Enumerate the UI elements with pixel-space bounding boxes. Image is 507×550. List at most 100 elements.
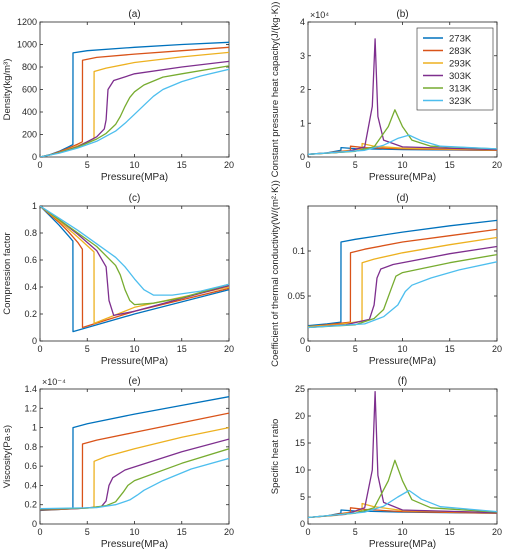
y-tick-label: 200: [22, 130, 37, 140]
x-tick-label: 15: [445, 527, 455, 537]
y-exponent-label: ×10⁻⁴: [42, 377, 66, 387]
x-tick-label: 15: [177, 527, 187, 537]
y-tick-label: 0.2: [24, 500, 37, 510]
y-tick-label: 800: [22, 62, 37, 72]
y-tick-label: 0: [300, 336, 305, 346]
series-group: [308, 38, 497, 155]
series-line-313K: [308, 253, 497, 329]
series-group: [40, 206, 229, 333]
x-tick-label: 20: [492, 527, 502, 537]
x-tick-label: 20: [224, 160, 234, 170]
x-tick-label: 15: [177, 160, 187, 170]
series-group: [40, 41, 229, 157]
y-tick-label: 0.4: [24, 480, 37, 490]
x-tick-label: 15: [445, 160, 455, 170]
y-tick-label: 3: [300, 51, 305, 61]
y-tick-label: 1000: [17, 40, 37, 50]
x-tick-label: 5: [85, 344, 90, 354]
chart-title: (d): [396, 193, 408, 204]
x-tick-label: 20: [492, 344, 502, 354]
y-tick-label: 400: [22, 107, 37, 117]
x-tick-label: 10: [129, 527, 139, 537]
y-tick-label: 0: [300, 152, 305, 162]
x-tick-label: 20: [224, 527, 234, 537]
legend-entry: 293K: [449, 59, 472, 70]
y-tick-label: 600: [22, 85, 37, 95]
y-tick-label: 1.4: [24, 384, 37, 394]
series-line-303K: [308, 38, 497, 155]
legend-entry: 313K: [449, 84, 472, 95]
series-group: [40, 396, 229, 512]
y-tick-label: 0.4: [24, 282, 37, 292]
y-tick-label: 0.6: [24, 255, 37, 265]
y-axis-label: Coefficient of thermal conductivity(W/(m…: [270, 180, 281, 367]
x-tick-label: 0: [37, 344, 42, 354]
series-line-323K: [308, 261, 497, 329]
chart-title: (c): [129, 193, 141, 204]
x-axis-label: Pressure(MPa): [369, 356, 436, 367]
x-tick-label: 20: [224, 344, 234, 354]
legend-entry: 273K: [449, 34, 472, 45]
x-axis-label: Pressure(MPa): [101, 172, 168, 183]
y-tick-label: 4: [300, 17, 305, 27]
legend-entry: 303K: [449, 71, 472, 82]
x-tick-label: 0: [305, 527, 310, 537]
series-line-283K: [40, 206, 229, 329]
y-tick-label: 2: [300, 85, 305, 95]
x-tick-label: 15: [177, 344, 187, 354]
legend-entry: 323K: [449, 96, 472, 107]
y-tick-label: 0.8: [24, 442, 37, 452]
series-line-313K: [308, 459, 497, 519]
y-tick-label: 0.8: [24, 228, 37, 238]
x-tick-label: 10: [397, 160, 407, 170]
series-line-293K: [308, 236, 497, 328]
axes-frame: [307, 388, 498, 525]
series-line-283K: [308, 228, 497, 328]
y-tick-label: 0: [32, 152, 37, 162]
x-tick-label: 0: [37, 160, 42, 170]
x-tick-label: 0: [305, 160, 310, 170]
y-tick-label: 10: [295, 465, 305, 475]
x-axis-label: Pressure(MPa): [369, 172, 436, 183]
y-tick-label: 0: [300, 519, 305, 529]
y-tick-label: 0.6: [24, 461, 37, 471]
axes-frame: [307, 205, 498, 342]
legend-entry: 283K: [449, 46, 472, 57]
x-tick-label: 15: [445, 344, 455, 354]
axes-frame: [39, 388, 230, 525]
chart-title: (e): [128, 376, 140, 387]
series-line-323K: [308, 489, 497, 519]
y-axis-label: Compression factor: [2, 232, 13, 314]
y-tick-label: 1: [32, 423, 37, 433]
x-tick-label: 5: [85, 160, 90, 170]
chart-panel-d: 0 5 10 15 20 0 0.05 0.1 (d) Pressure(MPa) Coeffici…: [270, 180, 502, 367]
series-line-313K: [40, 65, 229, 157]
y-tick-label: 0: [32, 519, 37, 529]
axes-frame: [39, 21, 230, 158]
chart-title: (f): [398, 376, 407, 387]
x-tick-label: 0: [305, 344, 310, 354]
series-line-323K: [40, 206, 229, 296]
y-axis-label: Specific heat ratio: [270, 419, 281, 495]
y-tick-label: 1.2: [24, 403, 37, 413]
x-tick-label: 5: [85, 527, 90, 537]
y-tick-label: 0: [32, 336, 37, 346]
y-axis-label: Density(kg/m³): [2, 59, 13, 121]
series-line-293K: [40, 206, 229, 325]
y-tick-label: 0.05: [287, 291, 305, 301]
x-tick-label: 0: [37, 527, 42, 537]
chart-title: (a): [128, 9, 140, 20]
y-tick-label: 1200: [17, 17, 37, 27]
series-line-323K: [40, 68, 229, 157]
y-tick-label: 1: [300, 118, 305, 128]
series-line-323K: [40, 457, 229, 510]
x-axis-label: Pressure(MPa): [101, 539, 168, 550]
y-axis-label: Viscosity(Pa·s): [2, 425, 13, 488]
series-line-323K: [308, 134, 497, 155]
y-tick-label: 20: [295, 411, 305, 421]
x-tick-label: 10: [129, 344, 139, 354]
x-tick-label: 5: [353, 527, 358, 537]
chart-panel-a: 0 5 10 15 20020040060080010001200(a)Pressure…: [2, 9, 234, 183]
